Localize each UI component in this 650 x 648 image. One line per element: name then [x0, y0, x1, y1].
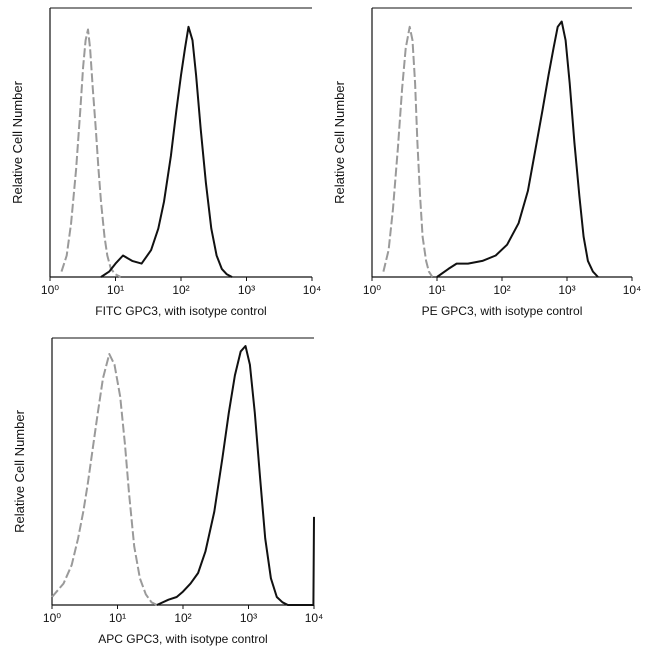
- x-tick-label: 10²: [172, 283, 189, 297]
- histogram-line: [436, 20, 599, 278]
- x-tick-label: 10¹: [107, 283, 124, 297]
- x-tick-label: 10⁰: [41, 283, 59, 297]
- x-tick-label: 10⁴: [305, 611, 324, 625]
- histogram-line: [60, 28, 122, 278]
- histogram-line: [51, 353, 158, 606]
- x-tick-label: 10²: [493, 283, 510, 297]
- x-axis-label: FITC GPC3, with isotype control: [95, 304, 266, 318]
- histogram-line: [382, 25, 434, 278]
- x-tick-label: 10¹: [428, 283, 445, 297]
- y-axis-label: Relative Cell Number: [10, 80, 25, 203]
- histogram-line: [156, 345, 315, 606]
- x-tick-label: 10⁰: [43, 611, 61, 625]
- x-tick-label: 10³: [240, 611, 257, 625]
- x-tick-label: 10⁴: [623, 283, 642, 297]
- histogram-line: [100, 25, 233, 278]
- y-axis-label: Relative Cell Number: [332, 80, 347, 203]
- x-axis-label: PE GPC3, with isotype control: [422, 304, 583, 318]
- x-tick-label: 10²: [174, 611, 191, 625]
- x-tick-label: 10⁴: [303, 283, 322, 297]
- x-axis-label: APC GPC3, with isotype control: [98, 632, 267, 646]
- x-tick-label: 10⁰: [363, 283, 381, 297]
- x-tick-label: 10³: [238, 283, 255, 297]
- x-tick-label: 10³: [558, 283, 575, 297]
- y-axis-label: Relative Cell Number: [12, 409, 27, 532]
- x-tick-label: 10¹: [109, 611, 126, 625]
